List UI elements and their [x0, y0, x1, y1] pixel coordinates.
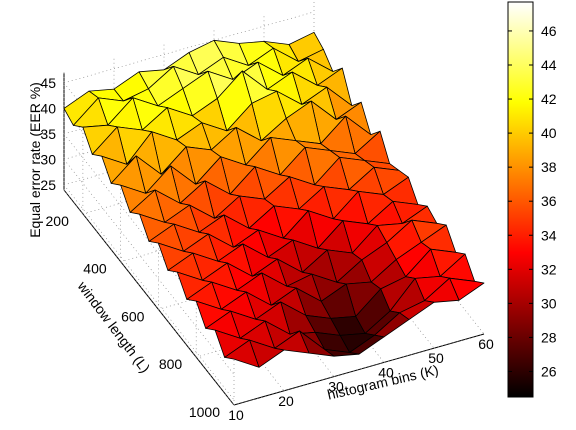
colorbar-tick-label: 38: [541, 159, 557, 175]
x-tick-label: 10: [228, 407, 244, 423]
x-tick-label: 30: [328, 379, 344, 395]
floor-grid-line: [233, 333, 485, 406]
colorbar-tick-label: 34: [541, 227, 557, 243]
surface: [63, 31, 485, 368]
colorbar-tick-label: 42: [541, 91, 557, 107]
colorbar-tick-label: 40: [541, 125, 557, 141]
y-tick-label: 600: [121, 308, 145, 324]
z-tick-label: 40: [40, 100, 56, 116]
z-axis-label: Equal error rate (EER %): [27, 82, 43, 238]
x-tick-label: 50: [428, 350, 444, 366]
z-tick-label: 30: [40, 151, 56, 167]
colorbar-tick-label: 46: [541, 23, 557, 39]
surface-patch: [224, 339, 260, 368]
colorbar-tick-label: 36: [541, 193, 557, 209]
colorbar-tick-label: 26: [541, 363, 557, 379]
colorbar-tick-label: 44: [541, 57, 557, 73]
z-tick-label: 35: [40, 126, 56, 142]
x-tick-label: 40: [378, 364, 394, 380]
colorbar-gradient: [507, 1, 534, 398]
y-tick-label: 800: [159, 356, 183, 372]
colorbar-tick-labels: 26 28 30 32 34 36 38 40 42 44 46: [508, 23, 557, 379]
x-tick-label: 20: [278, 393, 294, 409]
back-wall-grid-line: [63, 11, 315, 84]
colorbar-tick-label: 28: [541, 329, 557, 345]
floor-grid-line: [63, 189, 235, 406]
z-tick-label: 45: [40, 75, 56, 91]
y-tick-label: 200: [46, 213, 70, 229]
y-tick-label: 1000: [189, 404, 220, 420]
colorbar-tick-label: 30: [541, 295, 557, 311]
z-tick-label: 25: [40, 177, 56, 193]
colorbar: [507, 1, 534, 398]
side-wall-grid-line: [63, 184, 235, 401]
side-wall-grid-line: [63, 159, 235, 375]
y-tick-label: 400: [83, 261, 107, 277]
colorbar-tick-label: 32: [541, 261, 557, 277]
x-tick-labels: 10 20 30 40 50 60: [228, 336, 494, 423]
z-tick-labels: 25 30 35 40 45: [40, 75, 56, 193]
y-axis-label: window length (L): [74, 278, 153, 376]
x-tick-label: 60: [478, 336, 494, 352]
y-tick-labels: 200 400 600 800 1000: [46, 213, 221, 420]
